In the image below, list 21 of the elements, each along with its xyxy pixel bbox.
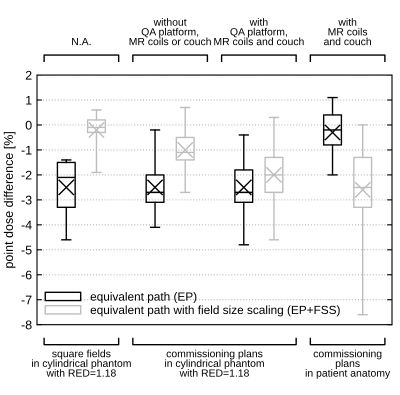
x-tick-label: with QA platform, MR coils and couch [214, 18, 304, 46]
legend-label: equivalent path with field size scaling (EP+FSS) [90, 305, 340, 316]
y-tick-label: -3 [22, 196, 32, 205]
y-tick-label: 0 [26, 120, 32, 130]
text: square fields in cylindrical phantom with RED=1.18 [32, 350, 131, 377]
legend-label: equivalent path (EP) [90, 292, 196, 304]
y-tick-label: -8 [22, 320, 32, 330]
y-tick-label: -1 [22, 146, 32, 154]
y-tick-label: -4 [22, 220, 32, 230]
y-axis-title: point dose difference [%] [4, 132, 16, 268]
x-tick-label: with MR coils and couch [324, 18, 371, 46]
text: commissioning plans in cylindrical phantom with RED=1.18 [165, 350, 264, 377]
y-tick-label: 2 [26, 70, 32, 80]
x-tick-label: N.A. [72, 38, 91, 46]
y-tick-label: 1 [26, 96, 32, 105]
y-tick-label: -2 [22, 170, 32, 180]
x-tick-label: without QA platform, MR coils or couch [130, 18, 211, 46]
y-tick-label: -7 [22, 296, 32, 304]
text: commissioning plans in patient anatomy [306, 350, 390, 379]
y-tick-label: -5 [22, 246, 32, 254]
y-tick-label: -6 [22, 270, 32, 280]
